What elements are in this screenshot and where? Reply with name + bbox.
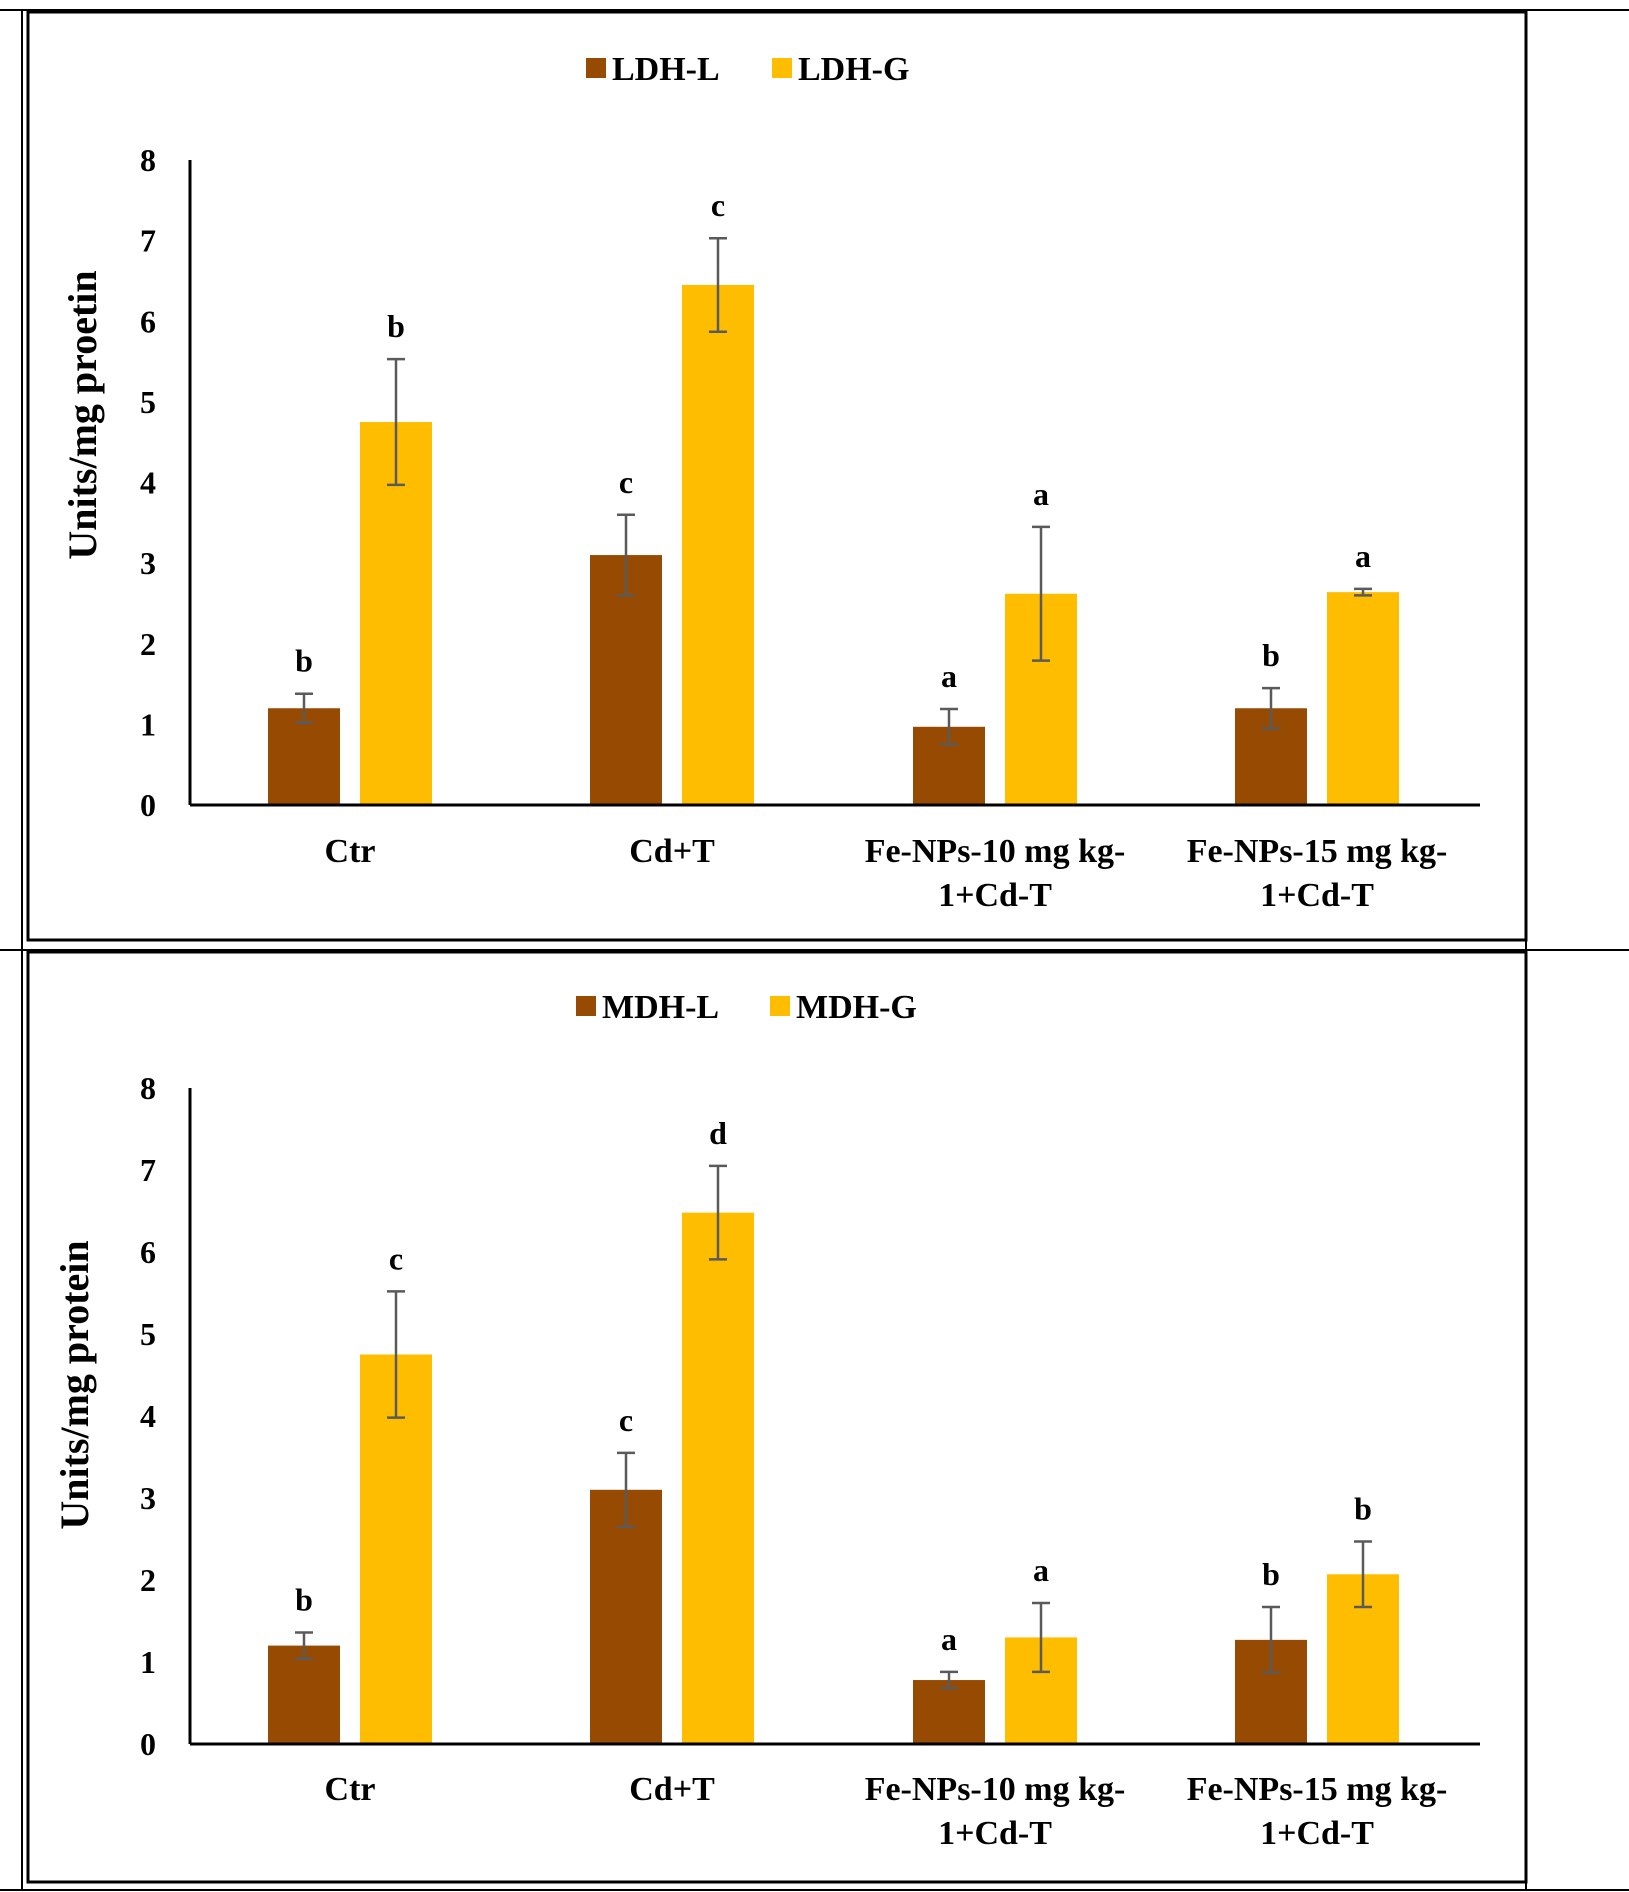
- mdh-significance-letter-mdh-g-3: b: [1354, 1490, 1372, 1526]
- mdh-y-axis-label: Units/mg protein: [52, 1240, 97, 1529]
- ldh-x-tick-label-3-0: Fe-NPs-15 mg kg-: [1187, 833, 1448, 870]
- ldh-bar-ldh-l-0: [268, 708, 340, 805]
- mdh-y-tick-label-6: 6: [140, 1234, 156, 1270]
- mdh-legend-swatch-mdh-g: [770, 996, 790, 1016]
- ldh-legend-label-ldh-g: LDH-G: [798, 51, 909, 88]
- ldh-error-bar-ldh-l-3: [1262, 686, 1280, 730]
- mdh-bar-mdh-g-1: [682, 1212, 754, 1744]
- mdh-x-tick-label-2-0: Fe-NPs-10 mg kg-: [865, 1771, 1126, 1808]
- mdh-significance-letter-mdh-g-0: c: [389, 1240, 403, 1276]
- mdh-x-tick-label-2-1: 1+Cd-T: [938, 1815, 1052, 1852]
- ldh-plot-area: b b Ctr c c Cd+T a a Fe-NPs-10 mg kg- 1+Cd-T b a Fe-…: [140, 142, 1480, 914]
- ldh-significance-letter-ldh-g-0: b: [387, 308, 405, 344]
- ldh-x-tick-label-3-1: 1+Cd-T: [1260, 877, 1374, 914]
- ldh-error-bar-ldh-l-0: [295, 692, 313, 725]
- ldh-y-tick-label-3: 3: [140, 545, 156, 581]
- mdh-significance-letter-mdh-l-2: a: [941, 1621, 957, 1657]
- mdh-bar-mdh-l-0: [268, 1645, 340, 1744]
- ldh-y-tick-label-4: 4: [140, 465, 156, 501]
- ldh-x-tick-label-2-1: 1+Cd-T: [938, 877, 1052, 914]
- mdh-y-tick-label-8: 8: [140, 1070, 156, 1106]
- ldh-y-tick-label-1: 1: [140, 706, 156, 742]
- ldh-bar-ldh-g-3: [1327, 592, 1399, 805]
- ldh-significance-letter-ldh-l-3: b: [1262, 637, 1280, 673]
- ldh-y-tick-label-8: 8: [140, 142, 156, 178]
- mdh-legend: MDH-L MDH-G: [576, 989, 917, 1026]
- ldh-error-bar-ldh-l-1: [617, 513, 635, 597]
- ldh-y-tick-label-7: 7: [140, 223, 156, 259]
- mdh-error-bar-mdh-g-1: [709, 1164, 727, 1261]
- mdh-y-tick-label-0: 0: [140, 1726, 156, 1762]
- ldh-legend: LDH-L LDH-G: [586, 51, 909, 88]
- mdh-x-tick-label-0-0: Ctr: [325, 1771, 376, 1808]
- ldh-significance-letter-ldh-l-0: b: [295, 643, 313, 679]
- ldh-significance-letter-ldh-l-2: a: [941, 658, 957, 694]
- ldh-error-bar-ldh-l-2: [940, 707, 958, 746]
- mdh-chart: MDH-L MDH-G Units/mg protein b c Ctr c d Cd+T a…: [26, 950, 1528, 1884]
- mdh-error-bar-mdh-g-0: [387, 1290, 405, 1419]
- mdh-significance-letter-mdh-g-1: d: [709, 1115, 727, 1151]
- ldh-legend-swatch-ldh-l: [586, 58, 606, 78]
- ldh-significance-letter-ldh-g-2: a: [1033, 476, 1049, 512]
- mdh-y-tick-label-5: 5: [140, 1316, 156, 1352]
- mdh-legend-label-mdh-l: MDH-L: [602, 989, 719, 1026]
- mdh-legend-swatch-mdh-l: [576, 996, 596, 1016]
- ldh-bar-ldh-g-1: [682, 284, 754, 805]
- mdh-plot-area: b c Ctr c d Cd+T a a Fe-NPs-10 mg kg- 1+Cd-T b b Fe-…: [140, 1070, 1480, 1852]
- ldh-y-tick-label-6: 6: [140, 303, 156, 339]
- ldh-significance-letter-ldh-g-3: a: [1355, 538, 1371, 574]
- ldh-error-bar-ldh-g-2: [1032, 525, 1050, 662]
- mdh-error-bar-mdh-l-0: [295, 1631, 313, 1660]
- ldh-error-bar-ldh-g-0: [387, 357, 405, 487]
- ldh-legend-label-ldh-l: LDH-L: [612, 51, 720, 88]
- ldh-y-tick-label-5: 5: [140, 384, 156, 420]
- mdh-y-tick-label-1: 1: [140, 1644, 156, 1680]
- mdh-error-bar-mdh-l-2: [940, 1670, 958, 1690]
- mdh-significance-letter-mdh-l-0: b: [295, 1581, 313, 1617]
- mdh-y-tick-label-7: 7: [140, 1152, 156, 1188]
- ldh-y-tick-label-0: 0: [140, 787, 156, 823]
- mdh-x-tick-label-3-0: Fe-NPs-15 mg kg-: [1187, 1771, 1448, 1808]
- mdh-y-tick-label-3: 3: [140, 1480, 156, 1516]
- mdh-error-bar-mdh-g-3: [1354, 1540, 1372, 1609]
- mdh-significance-letter-mdh-l-3: b: [1262, 1556, 1280, 1592]
- mdh-legend-label-mdh-g: MDH-G: [796, 989, 917, 1026]
- ldh-y-tick-label-2: 2: [140, 626, 156, 662]
- ldh-x-tick-label-2-0: Fe-NPs-10 mg kg-: [865, 833, 1126, 870]
- mdh-y-tick-label-2: 2: [140, 1562, 156, 1598]
- ldh-significance-letter-ldh-l-1: c: [619, 464, 633, 500]
- ldh-significance-letter-ldh-g-1: c: [711, 187, 725, 223]
- ldh-x-tick-label-1-0: Cd+T: [629, 833, 715, 870]
- ldh-chart: LDH-L LDH-G Units/mg proetin b b Ctr c c Cd+T a…: [26, 10, 1528, 942]
- mdh-error-bar-mdh-l-3: [1262, 1605, 1280, 1674]
- mdh-x-tick-label-3-1: 1+Cd-T: [1260, 1815, 1374, 1852]
- mdh-bar-mdh-l-2: [913, 1680, 985, 1744]
- mdh-error-bar-mdh-g-2: [1032, 1601, 1050, 1674]
- mdh-y-tick-label-4: 4: [140, 1398, 156, 1434]
- ldh-error-bar-ldh-g-3: [1354, 587, 1372, 597]
- mdh-x-tick-label-1-0: Cd+T: [629, 1771, 715, 1808]
- ldh-x-tick-label-0-0: Ctr: [325, 833, 376, 870]
- mdh-significance-letter-mdh-g-2: a: [1033, 1552, 1049, 1588]
- ldh-legend-swatch-ldh-g: [772, 58, 792, 78]
- mdh-bar-mdh-l-1: [590, 1489, 662, 1744]
- mdh-bar-mdh-g-0: [360, 1354, 432, 1744]
- ldh-y-axis-label: Units/mg proetin: [60, 270, 105, 559]
- mdh-error-bar-mdh-l-1: [617, 1451, 635, 1528]
- mdh-significance-letter-mdh-l-1: c: [619, 1402, 633, 1438]
- ldh-bar-ldh-l-1: [590, 555, 662, 805]
- ldh-error-bar-ldh-g-1: [709, 236, 727, 333]
